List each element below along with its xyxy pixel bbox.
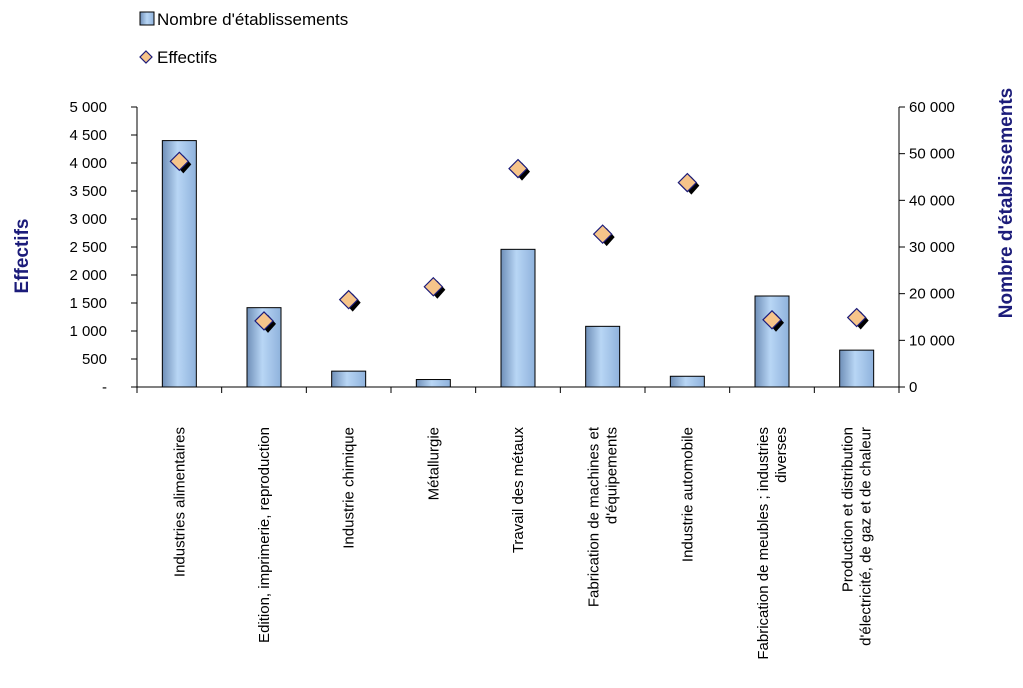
category-label: Travail des métaux: [510, 427, 527, 554]
bar-etablissements: [839, 349, 875, 388]
category-label: Industries alimentaires: [171, 427, 188, 577]
right-axis-ticks: 0 10 000 20 000 30 000 40 000 50 000 60 000: [899, 99, 955, 396]
category-label: Production et distribution: [840, 427, 857, 592]
bar-etablissements: [331, 370, 367, 388]
left-tick-label: 1 500: [69, 295, 107, 312]
right-tick-label: 20 000: [909, 286, 955, 303]
left-axis-title: Effectifs: [12, 219, 33, 294]
category-label: Fabrication de machines et: [586, 426, 603, 607]
marker-effectifs: [846, 307, 869, 330]
category-label: diverses: [773, 427, 790, 483]
right-tick-label: 10 000: [909, 332, 955, 349]
bar-etablissements: [161, 140, 197, 388]
right-tick-label: 60 000: [909, 99, 955, 116]
legend-diamond-marker: [139, 50, 153, 64]
category-label: d'équipements: [604, 427, 621, 524]
left-tick-label: 4 500: [69, 127, 107, 144]
category-label: Edition, imprimerie, reproduction: [256, 427, 273, 643]
right-tick-label: 30 000: [909, 239, 955, 256]
left-tick-label: 2 000: [69, 267, 107, 284]
bar-etablissements: [585, 325, 621, 388]
marker-effectifs: [169, 151, 192, 174]
left-tick-label: 500: [82, 351, 107, 368]
category-label: Industrie automobile: [679, 427, 696, 562]
left-tick-label: 3 000: [69, 211, 107, 228]
category-label: Fabrication de meubles ; industries: [755, 427, 772, 660]
right-tick-label: 0: [909, 379, 917, 396]
left-tick-label: -: [102, 379, 107, 396]
right-tick-label: 50 000: [909, 146, 955, 163]
bar-series: [161, 140, 875, 388]
right-axis-title: Nombre d'établissements: [996, 88, 1017, 318]
marker-series: [169, 151, 869, 333]
bar-etablissements: [415, 379, 451, 388]
marker-effectifs: [423, 276, 446, 299]
category-label: d'électricité, de gaz et de chaleur: [858, 427, 875, 646]
marker-effectifs: [508, 158, 530, 181]
category-labels: Industries alimentaires Edition, imprimer…: [171, 426, 874, 659]
bar-etablissements: [669, 375, 705, 388]
bar-etablissements: [754, 295, 790, 388]
legend-label-effectifs: Effectifs: [157, 48, 217, 67]
legend: Nombre d'établissements Effectifs: [139, 10, 348, 67]
marker-effectifs: [254, 311, 276, 333]
legend-bar-swatch: [139, 11, 155, 26]
left-tick-label: 1 000: [69, 323, 107, 340]
marker-effectifs: [338, 289, 361, 312]
marker-effectifs: [762, 309, 784, 332]
marker-effectifs: [677, 172, 700, 195]
left-tick-label: 2 500: [69, 239, 107, 256]
right-tick-label: 40 000: [909, 192, 955, 209]
left-tick-label: 3 500: [69, 183, 107, 200]
legend-label-etablissements: Nombre d'établissements: [157, 10, 348, 29]
category-label: Métallurgie: [425, 427, 442, 500]
marker-effectifs: [592, 224, 615, 247]
left-axis-ticks: - 500 1 000 1 500 2 000 2 500 3 000 3 500 4 000 4…: [69, 99, 900, 396]
left-tick-label: 4 000: [69, 155, 107, 172]
bar-etablissements: [500, 248, 536, 388]
left-tick-label: 5 000: [69, 99, 107, 116]
category-label: Industrie chimique: [341, 427, 358, 549]
